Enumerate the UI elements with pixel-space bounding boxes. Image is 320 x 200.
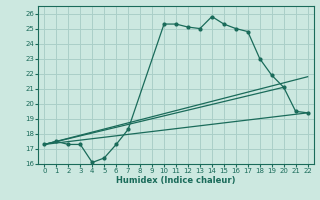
X-axis label: Humidex (Indice chaleur): Humidex (Indice chaleur) [116,176,236,185]
